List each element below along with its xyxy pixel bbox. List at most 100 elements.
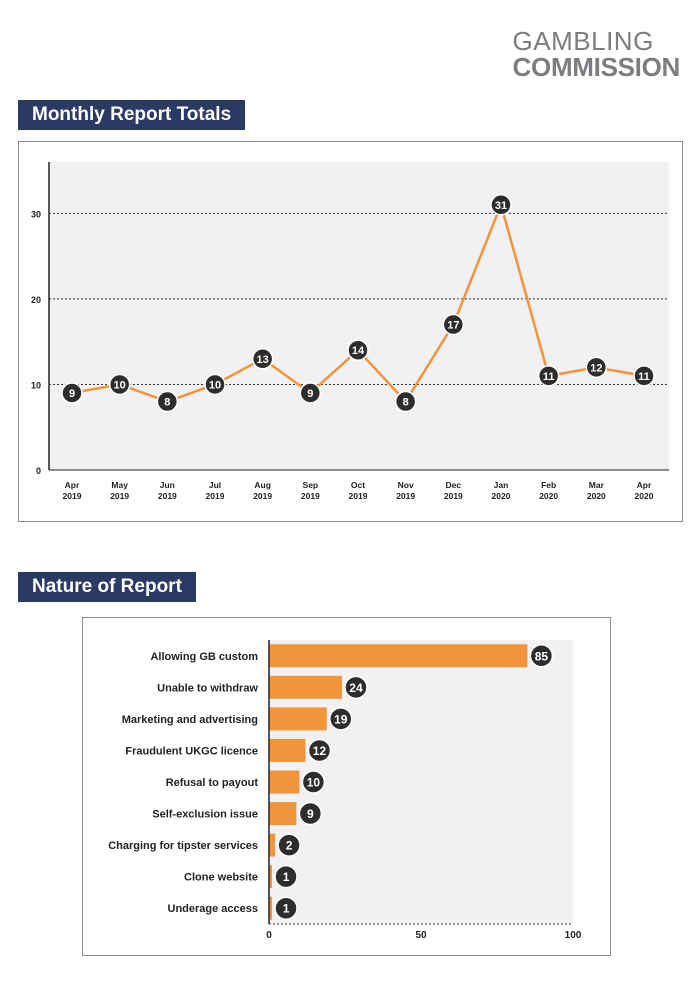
x-tick-label-month: Feb: [541, 480, 556, 490]
data-point: [537, 365, 560, 387]
logo-line-2: COMMISSION: [512, 52, 681, 82]
y-tick-label: 30: [31, 209, 41, 219]
data-point: [156, 390, 179, 413]
plot-background: [49, 162, 669, 470]
x-tick-label-year: 2020: [587, 491, 606, 501]
value-badge: [298, 801, 323, 826]
monthly-chart-panel: 0 10 20 30 9 Apr 2019 10 May 2019 8 Jun 2019 10 Jul 201…: [18, 141, 683, 522]
data-point: [394, 390, 417, 413]
value-badge: [344, 675, 368, 700]
data-point: [108, 373, 131, 396]
data-point: [490, 194, 512, 216]
bar: [269, 865, 273, 889]
x-tick-label-month: Apr: [65, 480, 80, 490]
data-label: 85: [535, 649, 549, 663]
category-label: Charging for tipster services: [108, 840, 258, 852]
nature-report-title: Nature of Report: [18, 572, 196, 602]
x-tick-label-month: Nov: [398, 480, 414, 490]
x-tick-label-year: 2020: [539, 491, 558, 501]
bar: [269, 770, 300, 794]
bar: [269, 802, 297, 826]
x-tick-label-year: 2019: [396, 491, 415, 501]
y-tick-label: 0: [36, 466, 41, 476]
x-tick-label-year: 2019: [253, 491, 272, 501]
bar: [269, 896, 273, 920]
x-tick-label-year: 2019: [206, 491, 225, 501]
value-badge: [274, 896, 298, 920]
data-label: 12: [313, 744, 327, 758]
data-label: 9: [307, 807, 314, 821]
x-tick-label-month: Sep: [303, 480, 319, 490]
x-tick-label-month: Aug: [254, 480, 271, 490]
data-label: 31: [495, 200, 507, 212]
x-tick-label-month: Apr: [637, 480, 652, 490]
x-tick-label-year: 2019: [158, 491, 177, 501]
x-tick-label-year: 2020: [492, 491, 511, 501]
data-point: [633, 365, 655, 387]
category-label: Clone website: [184, 872, 258, 884]
data-label: 13: [257, 354, 269, 366]
data-label: 11: [638, 371, 650, 383]
x-tick-label-year: 2020: [635, 491, 654, 501]
bar: [269, 675, 342, 699]
data-point: [585, 356, 608, 379]
data-label: 11: [543, 371, 555, 383]
data-label: 17: [447, 320, 459, 332]
x-tick-label-month: Mar: [589, 480, 605, 490]
x-tick-label-year: 2019: [63, 491, 82, 501]
category-label: Refusal to payout: [166, 777, 259, 789]
x-tick-label-month: Dec: [446, 480, 462, 490]
value-badge: [307, 738, 332, 763]
x-tick-label: 50: [415, 930, 427, 941]
data-label: 19: [334, 712, 348, 726]
x-tick-label-year: 2019: [444, 491, 463, 501]
y-tick-label: 10: [31, 380, 41, 390]
x-tick-label-month: Jan: [494, 480, 509, 490]
data-point: [61, 382, 83, 404]
data-label: 14: [352, 345, 365, 357]
data-label: 8: [164, 397, 170, 409]
x-tick-label-month: Oct: [351, 480, 365, 490]
data-label: 10: [114, 379, 126, 391]
data-label: 24: [349, 681, 363, 695]
x-tick-label-month: Jul: [209, 480, 221, 490]
data-label: 2: [286, 839, 293, 853]
value-badge: [329, 707, 353, 731]
bar: [269, 644, 528, 668]
data-label: 10: [307, 776, 321, 790]
category-label: Underage access: [168, 903, 259, 915]
gambling-commission-logo: GAMBLING COMMISSION: [512, 26, 681, 82]
x-tick-label-month: May: [111, 480, 128, 490]
category-label: Allowing GB custom: [150, 651, 258, 663]
data-label: 1: [283, 870, 290, 884]
logo-line-1: GAMBLING: [512, 26, 654, 56]
data-point: [347, 339, 369, 361]
data-label: 9: [69, 388, 75, 400]
data-label: 12: [590, 362, 602, 374]
bar: [269, 833, 276, 857]
category-label: Unable to withdraw: [157, 682, 258, 694]
bar: [269, 738, 306, 762]
category-label: Marketing and advertising: [122, 714, 258, 726]
value-badge: [274, 864, 298, 889]
x-tick-label-year: 2019: [301, 491, 320, 501]
data-point: [442, 313, 465, 336]
monthly-line-chart: 01020309Apr201910May20198Jun201910Jul201…: [31, 162, 669, 501]
nature-chart-panel: Allowing GB custom 85 Unable to withdraw 24…: [82, 617, 611, 956]
monthly-report-title: Monthly Report Totals: [18, 100, 246, 130]
data-label: 9: [307, 388, 313, 400]
data-point: [204, 373, 226, 396]
nature-bar-chart: Allowing GB custom 85 Unable to withdraw 24…: [108, 640, 582, 941]
data-label: 1: [283, 902, 290, 916]
value-badge: [529, 644, 554, 668]
x-tick-label: 100: [565, 930, 582, 941]
bar: [269, 707, 327, 731]
x-tick-label-year: 2019: [349, 491, 368, 501]
y-tick-label: 20: [31, 295, 41, 305]
data-label: 8: [403, 397, 409, 409]
x-tick-label-month: Jun: [160, 480, 175, 490]
value-badge: [277, 833, 301, 857]
data-label: 10: [209, 379, 221, 391]
category-label: Self-exclusion issue: [152, 809, 258, 821]
data-point: [251, 348, 274, 370]
